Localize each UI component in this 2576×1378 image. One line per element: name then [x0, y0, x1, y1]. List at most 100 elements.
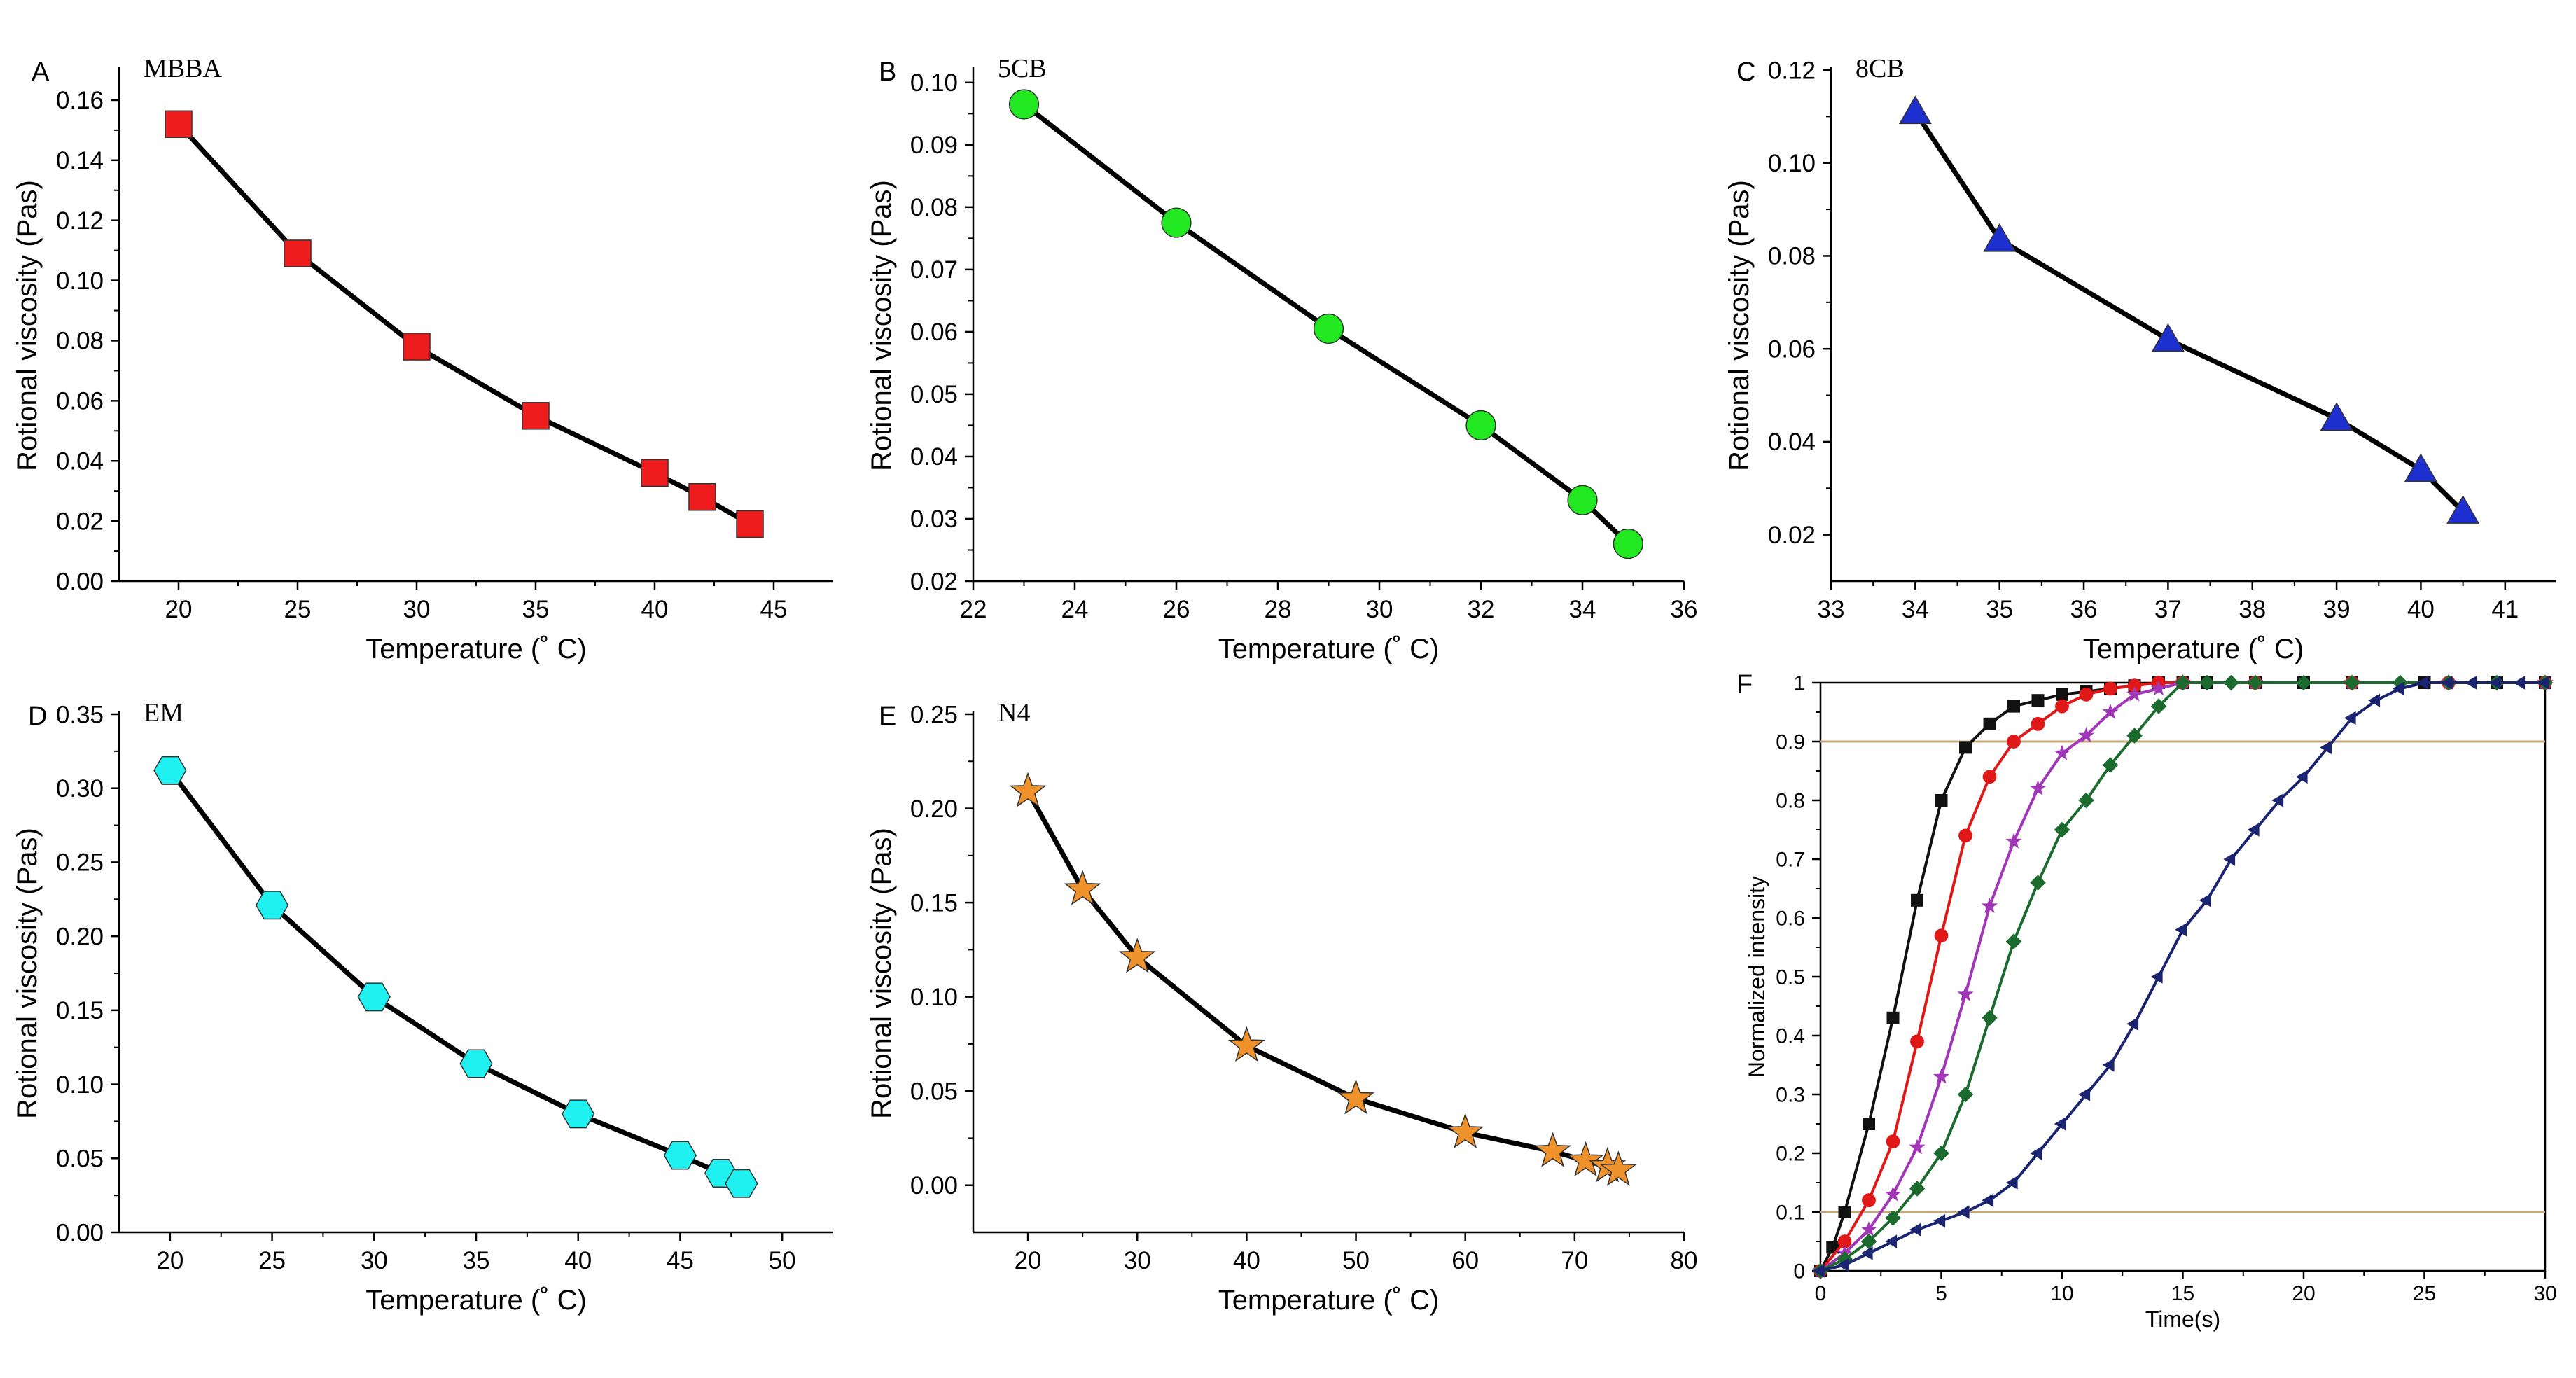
series-c-0	[1898, 95, 2480, 524]
y-tick-label-a-3: 0.06	[56, 388, 104, 415]
data-point-f-2-3	[1884, 1185, 1902, 1202]
data-point-f-4-23	[2368, 693, 2381, 707]
x-tick-label-b-1: 24	[1061, 596, 1089, 623]
y-tick-label-c-2: 0.06	[1768, 335, 1816, 363]
data-point-f-3-9	[2030, 875, 2046, 891]
data-point-f-0-4	[1886, 1011, 1900, 1024]
data-point-f-1-12	[2103, 681, 2117, 696]
y-axis-label-a: Rotional viscosity (Pas)	[12, 180, 43, 471]
x-tick-label-c-6: 39	[2323, 596, 2351, 623]
x-tick-label-a-0: 20	[165, 596, 193, 623]
x-tick-label-c-7: 40	[2407, 596, 2435, 623]
y-tick-label-f-9: 0.9	[1776, 731, 1805, 754]
data-point-f-4-8	[2005, 1176, 2018, 1190]
data-point-f-4-24	[2392, 681, 2404, 696]
data-point-f-3-7	[1982, 1010, 1998, 1026]
data-point-f-1-4	[1910, 1034, 1924, 1049]
x-tick-label-d-0: 20	[156, 1247, 183, 1274]
data-point-f-0-2	[1838, 1206, 1851, 1218]
data-point-c-0-2	[2151, 323, 2185, 352]
panel-letter-a: A	[32, 57, 50, 87]
y-tick-label-c-3: 0.08	[1768, 243, 1816, 270]
y-tick-label-d-5: 0.25	[56, 849, 104, 877]
data-point-f-4-3	[1885, 1234, 1898, 1248]
data-point-f-2-7	[1981, 898, 1998, 913]
data-point-f-3-11	[2078, 792, 2094, 809]
x-tick-label-e-0: 20	[1015, 1247, 1042, 1274]
data-point-e-0-4	[1337, 1079, 1375, 1115]
x-axis-label-d: Temperature (˚ C)	[365, 1285, 587, 1316]
data-point-e-0-7	[1566, 1141, 1605, 1177]
x-tick-label-a-2: 30	[403, 596, 431, 623]
data-point-c-0-1	[1983, 223, 2017, 252]
y-tick-label-e-2: 0.10	[910, 984, 958, 1011]
data-point-f-2-2	[1860, 1221, 1877, 1237]
x-tick-label-f-5: 25	[2413, 1282, 2436, 1305]
data-point-f-2-11	[2077, 727, 2095, 743]
x-tick-label-c-3: 36	[2070, 596, 2098, 623]
y-tick-label-e-1: 0.05	[910, 1078, 958, 1105]
data-point-f-0-5	[1911, 893, 1923, 907]
x-tick-label-c-5: 38	[2239, 596, 2266, 623]
series-title-a: MBBA	[144, 54, 222, 83]
y-tick-label-b-8: 0.10	[910, 69, 958, 97]
data-point-f-4-6	[1957, 1205, 1970, 1219]
y-tick-label-f-7: 0.7	[1776, 849, 1805, 872]
data-point-a-0-0	[165, 110, 193, 139]
x-tick-label-e-4: 60	[1451, 1247, 1479, 1274]
data-point-f-4-25	[2416, 676, 2429, 690]
data-point-d-0-5	[663, 1141, 697, 1170]
x-tick-label-f-6: 30	[2533, 1282, 2556, 1305]
data-point-f-4-9	[2030, 1146, 2042, 1160]
data-point-f-3-14	[2150, 698, 2167, 714]
x-tick-label-b-0: 22	[960, 596, 987, 623]
data-point-f-3-4	[1909, 1181, 1926, 1197]
data-point-f-3-3	[1885, 1210, 1901, 1226]
data-point-e-0-6	[1534, 1132, 1572, 1167]
y-tick-label-b-3: 0.05	[910, 381, 958, 408]
data-point-f-4-27	[2465, 676, 2477, 690]
panel-letter-e: E	[879, 702, 896, 731]
data-point-f-4-1	[1837, 1258, 1849, 1272]
data-point-f-4-7	[1982, 1193, 1994, 1207]
y-tick-label-e-0: 0.00	[910, 1172, 958, 1199]
data-point-f-4-0	[1812, 1264, 1825, 1278]
data-point-f-1-3	[1886, 1134, 1900, 1149]
data-point-f-0-7	[1959, 741, 1972, 754]
x-tick-label-c-8: 41	[2491, 596, 2519, 623]
data-point-d-0-7	[725, 1169, 758, 1198]
data-point-f-4-13	[2126, 1017, 2139, 1031]
data-point-d-0-1	[255, 891, 289, 920]
x-axis-label-b: Temperature (˚ C)	[1218, 634, 1440, 664]
panel-b: B 22 24 26 28 30 32 34 36 0.02 0.03 0.04 0.05 0.06 0.0…	[866, 54, 1697, 664]
x-tick-label-e-1: 30	[1124, 1247, 1151, 1274]
x-tick-label-e-5: 70	[1561, 1247, 1588, 1274]
data-point-f-4-17	[2223, 852, 2236, 866]
data-point-f-4-14	[2150, 970, 2163, 984]
x-tick-label-c-0: 33	[1818, 596, 1845, 623]
y-tick-label-b-2: 0.04	[910, 443, 958, 471]
data-point-f-3-6	[1957, 1086, 1974, 1103]
data-point-f-4-30	[2537, 676, 2549, 690]
data-point-f-3-5	[1933, 1145, 1949, 1162]
data-point-f-4-26	[2440, 676, 2453, 690]
data-point-f-4-20	[2295, 770, 2308, 784]
panel-f: F 0 5 10 15 20 25 30 0 0.1 0.2 0.3 0.4 0.5 0.6 0.7 0.8 0.…	[1736, 670, 2557, 1332]
x-tick-label-b-4: 30	[1366, 596, 1393, 623]
x-tick-label-d-3: 35	[463, 1247, 490, 1274]
y-tick-label-a-7: 0.14	[56, 147, 104, 174]
x-tick-label-c-4: 37	[2154, 596, 2182, 623]
x-tick-label-b-7: 36	[1671, 596, 1698, 623]
x-tick-label-b-5: 32	[1468, 596, 1495, 623]
x-tick-label-f-1: 5	[1935, 1282, 1947, 1305]
y-tick-label-a-6: 0.12	[56, 207, 104, 235]
data-point-f-2-9	[2029, 780, 2047, 795]
y-axis-label-e: Rotional viscosity (Pas)	[866, 828, 897, 1119]
data-point-f-4-19	[2271, 793, 2284, 807]
y-tick-label-a-1: 0.02	[56, 508, 104, 535]
x-axis-label-e: Temperature (˚ C)	[1218, 1285, 1440, 1316]
data-point-a-0-4	[641, 459, 669, 487]
data-point-f-2-14	[2150, 680, 2167, 696]
x-tick-label-e-6: 80	[1671, 1247, 1698, 1274]
